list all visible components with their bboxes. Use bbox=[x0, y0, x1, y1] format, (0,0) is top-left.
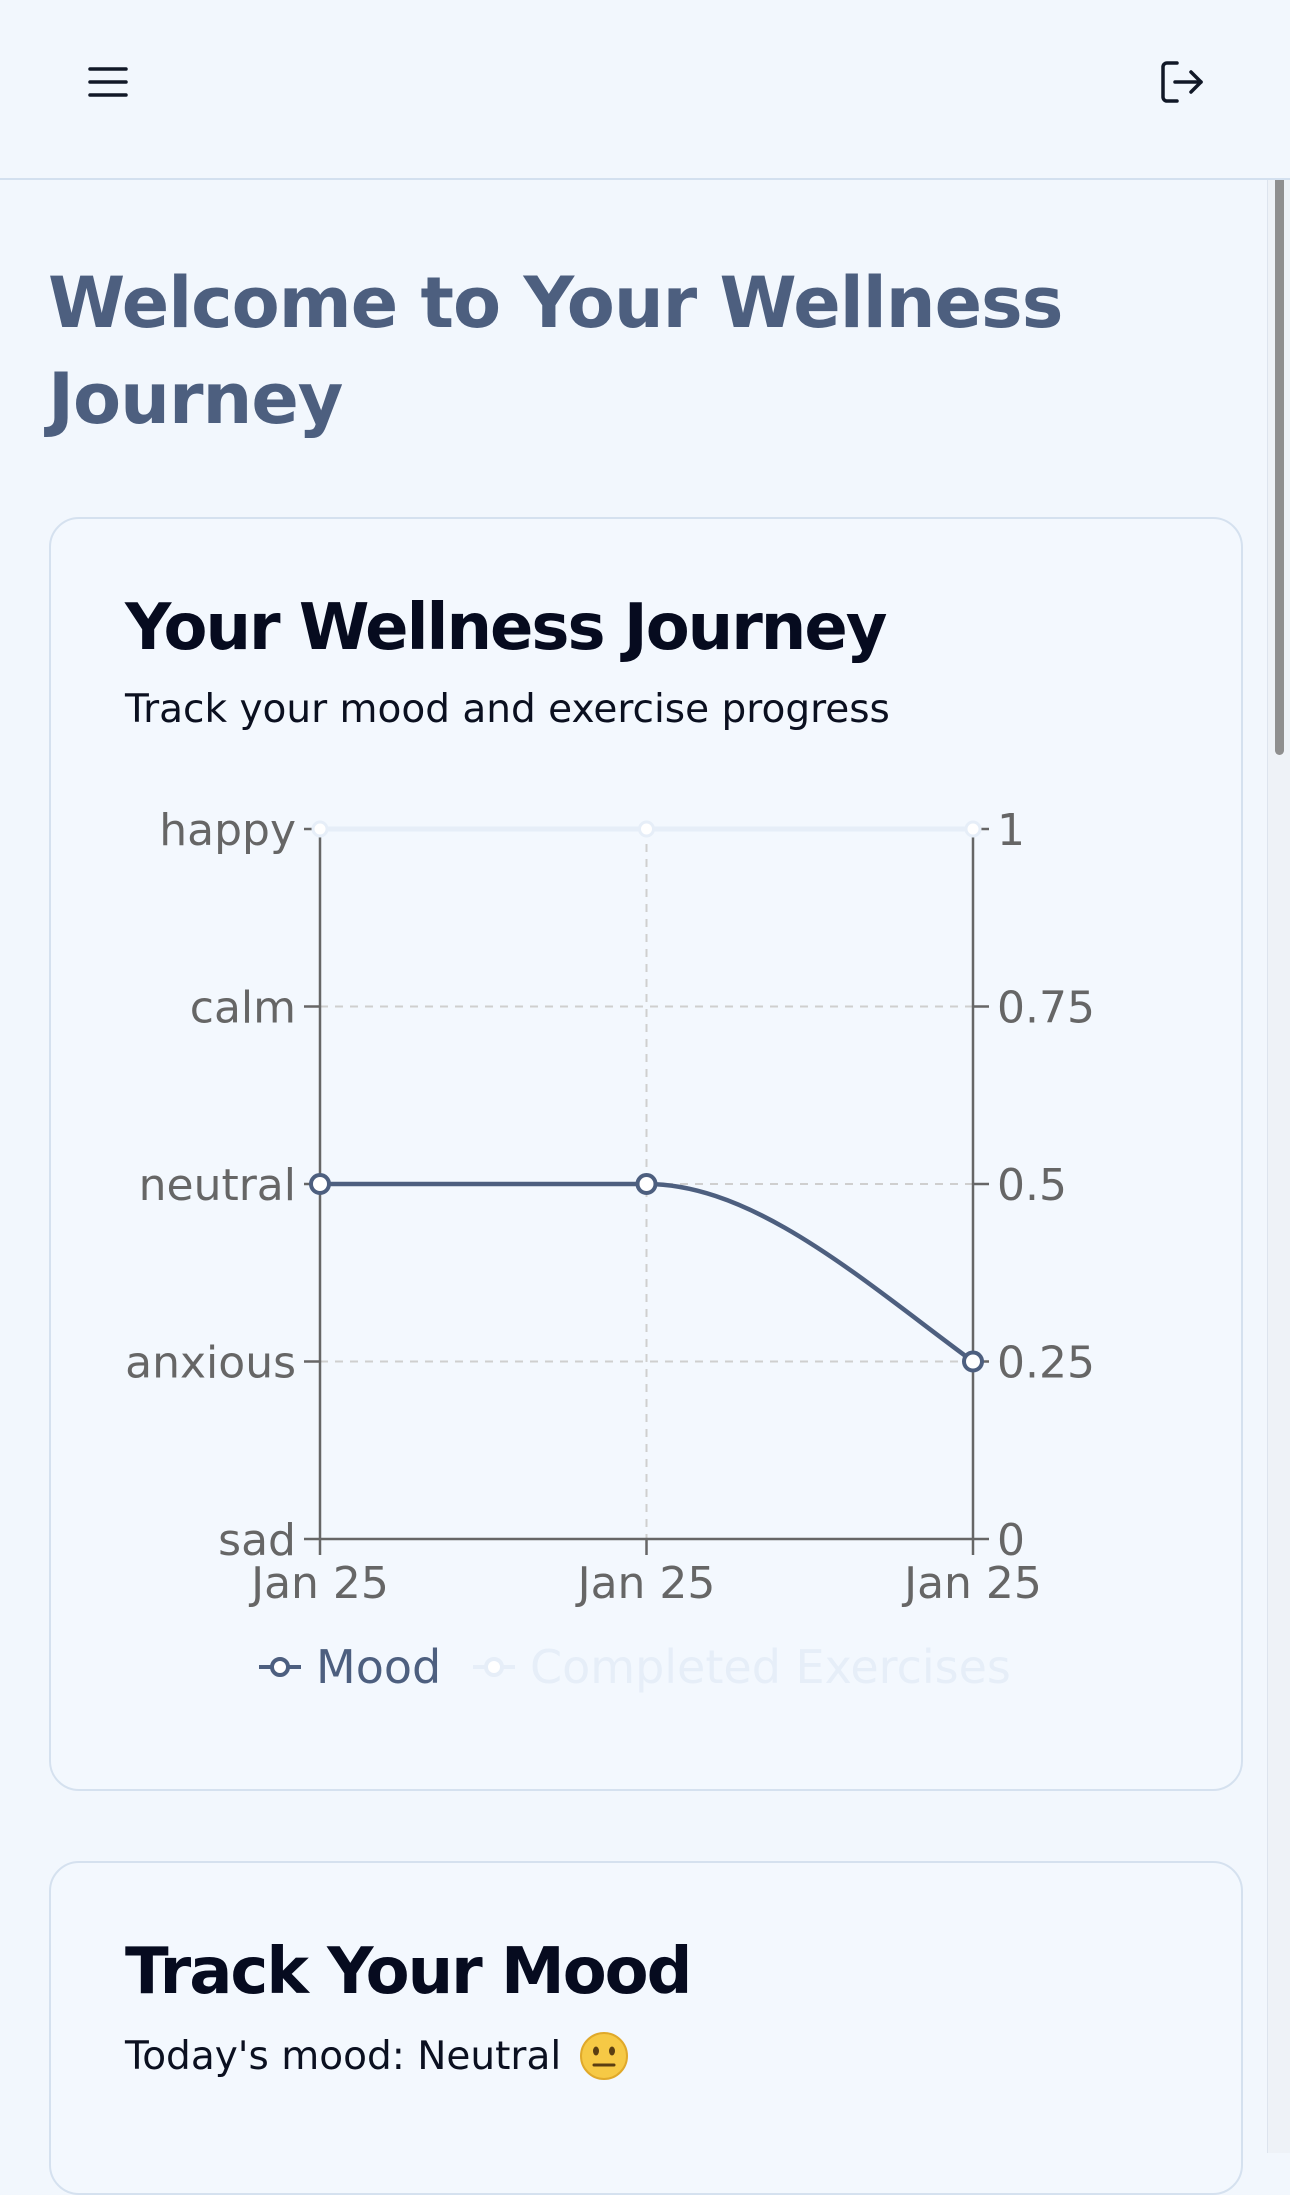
page-title: Welcome to Your Wellness Journey bbox=[48, 262, 1063, 440]
y-left-tick-label: sad bbox=[218, 1515, 296, 1566]
logout-button[interactable] bbox=[1152, 50, 1212, 114]
y-left-tick-label: happy bbox=[159, 805, 296, 856]
x-tick-label: Jan 25 bbox=[901, 1558, 1042, 1609]
mood-data-point bbox=[635, 1173, 658, 1195]
mood-data-point bbox=[962, 1350, 984, 1373]
menu-button[interactable] bbox=[80, 50, 136, 114]
y-left-tick-label: neutral bbox=[139, 1160, 296, 1211]
todays-mood-label: Today's mood: Neutral bbox=[125, 2033, 562, 2079]
exercises-data-point bbox=[964, 820, 982, 838]
legend-exercises-marker bbox=[484, 1657, 504, 1677]
track-mood-card: Track Your Mood Today's mood: Neutral bbox=[49, 1861, 1243, 2195]
y-right-tick-label: 0.25 bbox=[997, 1338, 1095, 1389]
wellness-journey-card: Your Wellness Journey Track your mood an… bbox=[49, 517, 1243, 1791]
scrollbar-thumb[interactable] bbox=[1275, 0, 1284, 755]
y-right-tick-label: 1 bbox=[997, 805, 1025, 856]
y-right-tick-label: 0.75 bbox=[997, 983, 1095, 1034]
exercises-data-point bbox=[638, 820, 655, 838]
hamburger-menu-icon bbox=[88, 67, 128, 97]
y-right-tick-label: 0 bbox=[997, 1515, 1025, 1566]
legend-mood-marker bbox=[270, 1657, 290, 1677]
mood-data-point bbox=[309, 1173, 331, 1195]
logout-icon bbox=[1161, 61, 1203, 103]
mood-series-line bbox=[320, 1181, 975, 1364]
legend-exercises-label: Completed Exercises bbox=[530, 1640, 1011, 1694]
x-tick-label: Jan 25 bbox=[248, 1558, 389, 1609]
exercises-data-point bbox=[311, 820, 329, 838]
top-navigation-bar bbox=[0, 0, 1290, 180]
scrollbar-track[interactable] bbox=[1267, 0, 1290, 2153]
mood-exercise-chart: happycalmneutralanxioussad10.750.50.250J… bbox=[125, 805, 1095, 1694]
card-title: Your Wellness Journey bbox=[125, 591, 887, 665]
todays-mood-text: Today's mood: Neutral bbox=[125, 2031, 629, 2081]
card-subtitle: Track your mood and exercise progress bbox=[125, 687, 890, 732]
card-title: Track Your Mood bbox=[125, 1935, 692, 2009]
neutral-face-icon bbox=[580, 2032, 629, 2080]
legend-mood-label: Mood bbox=[316, 1640, 441, 1694]
y-left-tick-label: anxious bbox=[125, 1338, 296, 1389]
x-tick-label: Jan 25 bbox=[575, 1558, 716, 1609]
y-right-tick-label: 0.5 bbox=[997, 1160, 1067, 1211]
y-left-tick-label: calm bbox=[190, 983, 296, 1034]
